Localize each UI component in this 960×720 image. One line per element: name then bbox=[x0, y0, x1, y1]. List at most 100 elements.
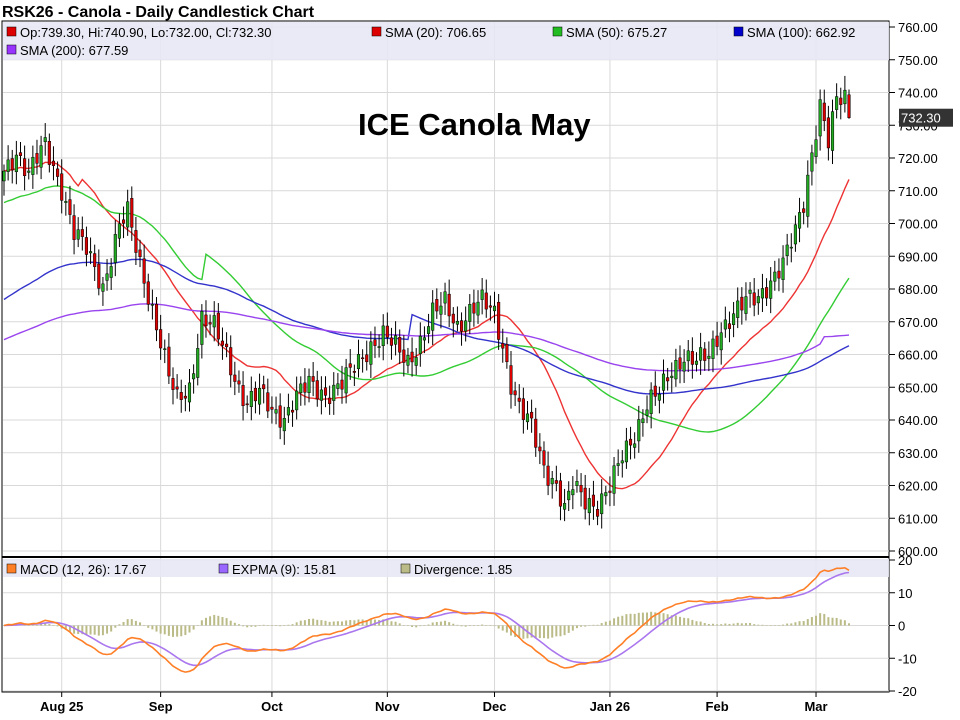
divergence-bar bbox=[716, 624, 719, 626]
legend-macd-swatch bbox=[6, 563, 17, 574]
divergence-bar bbox=[790, 623, 793, 626]
candle bbox=[389, 327, 394, 360]
candle bbox=[542, 441, 546, 479]
candle bbox=[839, 87, 843, 120]
divergence-bar bbox=[196, 625, 199, 626]
candle-body bbox=[777, 270, 781, 279]
candle bbox=[130, 186, 134, 241]
candle-body bbox=[274, 409, 278, 414]
candle bbox=[513, 381, 517, 407]
candle-body bbox=[649, 389, 653, 414]
candle-body bbox=[509, 365, 513, 395]
candle bbox=[563, 488, 567, 522]
candle-body bbox=[653, 385, 657, 397]
candle bbox=[27, 158, 31, 180]
candle-body bbox=[348, 363, 352, 368]
candle-body bbox=[377, 346, 381, 348]
candle bbox=[538, 433, 542, 465]
candle bbox=[777, 258, 781, 292]
candle-body bbox=[732, 313, 736, 325]
x-tick-label: Feb bbox=[706, 699, 729, 714]
divergence-bar bbox=[291, 624, 294, 626]
candle bbox=[472, 289, 476, 327]
candle bbox=[216, 303, 220, 347]
candle-body bbox=[455, 320, 459, 325]
candle bbox=[175, 374, 179, 399]
legend-sma50-swatch bbox=[552, 26, 563, 37]
candle bbox=[406, 347, 410, 374]
divergence-bar bbox=[106, 625, 109, 634]
divergence-bar bbox=[262, 624, 265, 626]
candle-body bbox=[307, 375, 311, 393]
candle-body bbox=[336, 383, 340, 389]
candle-body bbox=[769, 280, 773, 299]
divergence-bar bbox=[551, 625, 554, 638]
divergence-bar bbox=[740, 623, 743, 626]
divergence-bar bbox=[711, 623, 714, 626]
candle bbox=[167, 333, 171, 384]
candle bbox=[51, 146, 56, 181]
candle-body bbox=[225, 343, 229, 348]
candle bbox=[336, 373, 340, 396]
divergence-bar bbox=[687, 618, 690, 626]
candle bbox=[661, 359, 666, 404]
candle-body bbox=[439, 305, 443, 315]
macd-legend: MACD (12, 26): 17.67 EXPMA (9): 15.81 Di… bbox=[6, 562, 512, 577]
price-y-tick-label: 740.00 bbox=[898, 86, 938, 101]
candle bbox=[645, 395, 649, 424]
candle bbox=[521, 387, 525, 434]
divergence-bar bbox=[89, 625, 92, 635]
divergence-bar bbox=[44, 622, 47, 626]
macd-y-tick-label: -10 bbox=[898, 651, 917, 666]
candle-body bbox=[534, 418, 538, 448]
candle-body bbox=[282, 417, 286, 432]
candle-body bbox=[295, 390, 299, 411]
candle bbox=[422, 326, 426, 354]
candle-body bbox=[101, 283, 105, 292]
candle bbox=[282, 406, 286, 445]
divergence-bar bbox=[386, 619, 389, 626]
divergence-bar bbox=[563, 625, 566, 636]
divergence-bar bbox=[275, 625, 278, 626]
candle bbox=[323, 376, 328, 408]
candle bbox=[295, 376, 299, 420]
candle-body bbox=[624, 440, 628, 463]
candle-body bbox=[175, 386, 179, 390]
divergence-bar bbox=[122, 621, 125, 626]
candle-body bbox=[167, 346, 171, 377]
x-tick-label: Aug 25 bbox=[40, 699, 83, 714]
candle bbox=[105, 259, 109, 291]
candle-body bbox=[303, 382, 307, 393]
legend-expma-swatch bbox=[218, 563, 229, 574]
candle-body bbox=[315, 380, 319, 400]
divergence-bar bbox=[658, 613, 661, 626]
divergence-bar bbox=[320, 620, 323, 626]
candle-body bbox=[406, 355, 410, 366]
candle-body bbox=[484, 292, 488, 310]
candle-body bbox=[394, 335, 398, 345]
candle bbox=[60, 159, 64, 214]
macd-y-tick-label: 10 bbox=[898, 586, 912, 601]
divergence-bar bbox=[724, 623, 727, 626]
candle-body bbox=[204, 314, 208, 327]
divergence-bar bbox=[773, 625, 776, 626]
divergence-bar bbox=[139, 622, 142, 626]
candle-body bbox=[241, 385, 245, 407]
legend-sma20: SMA (20): 706.65 bbox=[385, 25, 486, 40]
candle bbox=[719, 322, 723, 365]
candle bbox=[657, 386, 661, 414]
candle bbox=[31, 145, 35, 189]
x-tick-label: Mar bbox=[804, 699, 827, 714]
candle-body bbox=[835, 96, 839, 110]
price-y-tick-label: 670.00 bbox=[898, 315, 938, 330]
macd-series bbox=[3, 566, 850, 673]
candle bbox=[2, 164, 6, 196]
candle-body bbox=[810, 152, 814, 172]
divergence-bar bbox=[452, 623, 455, 626]
candle-body bbox=[699, 347, 703, 361]
candle bbox=[435, 288, 439, 319]
candle-body bbox=[822, 102, 826, 122]
candle bbox=[769, 267, 773, 314]
candle bbox=[138, 239, 142, 268]
candle-body bbox=[410, 351, 414, 363]
